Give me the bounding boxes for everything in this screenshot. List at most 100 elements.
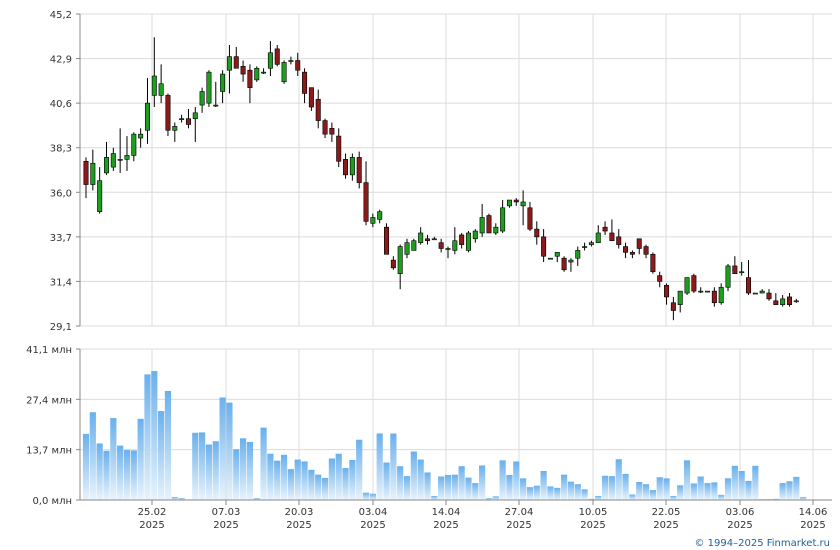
candle[interactable]: [677, 290, 683, 313]
candle[interactable]: [698, 287, 704, 294]
volume-bar[interactable]: [253, 498, 260, 500]
volume-bar[interactable]: [683, 460, 691, 500]
volume-bar[interactable]: [629, 494, 636, 500]
candle[interactable]: [575, 246, 581, 266]
candle[interactable]: [445, 246, 451, 259]
candle[interactable]: [568, 258, 574, 272]
volume-bar[interactable]: [424, 472, 431, 500]
candle[interactable]: [759, 289, 765, 294]
volume-bar[interactable]: [540, 470, 547, 500]
volume-bar[interactable]: [376, 433, 383, 500]
candle[interactable]: [582, 242, 588, 251]
volume-bar[interactable]: [130, 450, 137, 500]
candle[interactable]: [711, 287, 717, 307]
candle[interactable]: [179, 114, 185, 123]
volume-bar[interactable]: [772, 498, 779, 500]
volume-bar[interactable]: [192, 432, 199, 500]
volume-bar[interactable]: [533, 485, 540, 500]
volume-bar[interactable]: [663, 478, 670, 500]
candle[interactable]: [793, 298, 799, 303]
volume-bar[interactable]: [485, 498, 493, 500]
volume-bar[interactable]: [280, 454, 288, 500]
candle[interactable]: [274, 45, 280, 67]
candle[interactable]: [465, 231, 471, 253]
candle[interactable]: [438, 238, 444, 253]
candle[interactable]: [411, 238, 417, 251]
volume-bar[interactable]: [260, 427, 267, 500]
volume-bar[interactable]: [779, 483, 786, 500]
volume-bar[interactable]: [199, 432, 206, 500]
candle[interactable]: [343, 153, 349, 179]
volume-bar[interactable]: [513, 461, 520, 500]
volume-bar[interactable]: [793, 476, 800, 500]
volume-bar[interactable]: [158, 411, 165, 500]
volume-bar[interactable]: [520, 478, 527, 500]
candle[interactable]: [513, 198, 519, 206]
candle[interactable]: [329, 122, 335, 142]
candle[interactable]: [691, 273, 697, 294]
volume-bar[interactable]: [321, 477, 329, 500]
volume-bar[interactable]: [656, 477, 663, 500]
candle[interactable]: [322, 118, 328, 139]
volume-bar[interactable]: [499, 460, 506, 500]
volume-bar[interactable]: [677, 485, 684, 500]
volume-bar[interactable]: [704, 483, 711, 500]
candle[interactable]: [336, 128, 342, 168]
candle[interactable]: [520, 190, 526, 226]
volume-bar[interactable]: [588, 498, 595, 500]
volume-bar[interactable]: [226, 402, 233, 500]
candle[interactable]: [240, 60, 246, 82]
volume-bar[interactable]: [301, 461, 308, 500]
volume-bar[interactable]: [417, 459, 424, 500]
candle[interactable]: [165, 93, 171, 137]
volume-bar[interactable]: [800, 497, 807, 500]
volume-bar[interactable]: [390, 433, 397, 500]
candle[interactable]: [131, 132, 137, 162]
volume-bar[interactable]: [786, 481, 793, 500]
candle[interactable]: [752, 292, 758, 295]
volume-bar[interactable]: [615, 459, 622, 500]
volume-bar[interactable]: [267, 453, 274, 500]
candle[interactable]: [117, 128, 123, 173]
volume-bar[interactable]: [82, 433, 90, 500]
volume-bar[interactable]: [164, 390, 172, 500]
candle[interactable]: [541, 229, 547, 263]
candle[interactable]: [493, 223, 499, 235]
candle[interactable]: [554, 252, 560, 263]
volume-bar[interactable]: [554, 487, 561, 500]
candle[interactable]: [261, 68, 267, 75]
candle[interactable]: [786, 293, 792, 307]
candle[interactable]: [561, 256, 567, 272]
candle[interactable]: [636, 238, 642, 255]
candle[interactable]: [144, 77, 150, 144]
volume-bar[interactable]: [294, 459, 301, 500]
volume-bar[interactable]: [246, 441, 254, 500]
candle[interactable]: [500, 200, 506, 233]
candle[interactable]: [623, 242, 629, 259]
candle[interactable]: [459, 232, 465, 249]
volume-bar[interactable]: [451, 474, 458, 500]
volume-bar[interactable]: [506, 475, 513, 500]
candle[interactable]: [746, 260, 752, 295]
volume-bar[interactable]: [690, 483, 697, 500]
volume-bar[interactable]: [595, 495, 602, 500]
volume-bar[interactable]: [547, 486, 554, 500]
candle[interactable]: [664, 283, 670, 305]
candle[interactable]: [315, 89, 321, 129]
volume-bar[interactable]: [110, 418, 117, 500]
volume-bar[interactable]: [308, 469, 315, 500]
volume-bar[interactable]: [492, 496, 499, 500]
candle[interactable]: [83, 157, 89, 199]
candle[interactable]: [629, 250, 635, 259]
candle[interactable]: [172, 122, 178, 142]
candle[interactable]: [670, 296, 676, 321]
volume-bar[interactable]: [233, 449, 240, 500]
candle[interactable]: [124, 136, 130, 171]
candle[interactable]: [97, 167, 103, 214]
volume-bar[interactable]: [622, 473, 629, 500]
candle[interactable]: [718, 283, 724, 305]
volume-bar[interactable]: [636, 481, 643, 500]
candle[interactable]: [370, 213, 376, 228]
candle[interactable]: [766, 289, 772, 301]
volume-bar[interactable]: [96, 443, 103, 500]
